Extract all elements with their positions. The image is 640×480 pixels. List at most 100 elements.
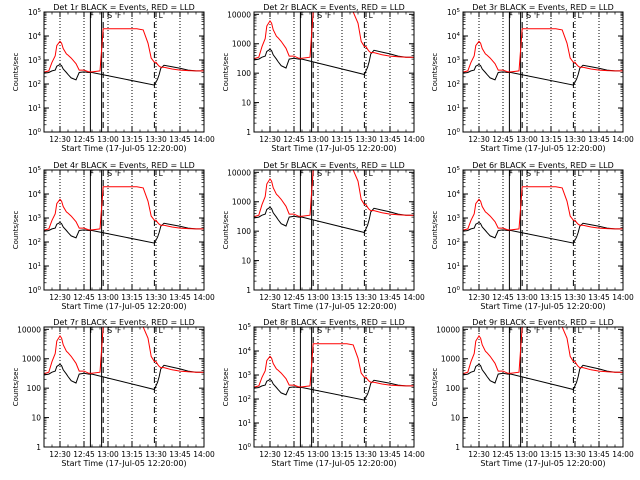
marker-annotation: S xyxy=(526,11,531,20)
y-tick-label: 102 xyxy=(238,395,251,404)
x-tick-label: 12:45 xyxy=(283,293,305,302)
x-tick-label: 12:30 xyxy=(259,135,281,144)
x-axis-label: Start Time (17-Jul-05 12:20:00) xyxy=(61,144,186,153)
x-tick-label: 13:30 xyxy=(145,450,167,459)
marker-annotation: L xyxy=(159,326,164,335)
events-series-line xyxy=(254,378,414,401)
chart-title: Det 8r BLACK = Events, RED = LLD xyxy=(263,318,405,327)
y-tick-label: 1 xyxy=(455,443,460,452)
y-tick-label: 102 xyxy=(447,80,460,89)
y-tick-label: 100 xyxy=(446,384,461,393)
x-tick-label: 13:15 xyxy=(121,135,143,144)
y-tick-label: 10 xyxy=(31,414,41,423)
lld-series-line xyxy=(254,343,414,388)
marker-annotation: L xyxy=(578,11,583,20)
events-series-line xyxy=(44,363,204,391)
chart-title: Det 5r BLACK = Events, RED = LLD xyxy=(263,161,405,170)
y-tick-label: 1 xyxy=(246,128,251,137)
x-tick-label: 13:30 xyxy=(355,135,377,144)
x-tick-label: 12:45 xyxy=(492,293,514,302)
x-tick-label: 14:00 xyxy=(193,135,215,144)
chart-title: Det 4r BLACK = Events, RED = LLD xyxy=(53,161,195,170)
x-tick-label: 13:15 xyxy=(540,293,562,302)
events-series-line xyxy=(44,63,204,86)
x-tick-label: 12:30 xyxy=(468,293,490,302)
y-axis-label: Counts/sec xyxy=(222,211,230,250)
marker-annotation: F xyxy=(90,326,94,335)
marker-annotation: F xyxy=(327,326,331,335)
y-tick-label: 100 xyxy=(28,128,42,137)
y-tick-label: 104 xyxy=(447,32,461,41)
y-axis-label: Counts/sec xyxy=(431,53,439,92)
x-tick-label: 13:00 xyxy=(307,450,329,459)
y-tick-label: 105 xyxy=(447,8,461,17)
marker-annotation: S xyxy=(526,169,531,178)
lld-series-line xyxy=(254,170,414,218)
chart-title: Det 2r BLACK = Events, RED = LLD xyxy=(263,3,405,12)
x-tick-label: 13:45 xyxy=(379,293,401,302)
marker-annotation: S xyxy=(317,11,322,20)
marker-annotation: F xyxy=(327,169,331,178)
y-tick-label: 10 xyxy=(241,257,251,266)
y-tick-label: 100 xyxy=(447,128,461,137)
y-tick-label: 105 xyxy=(28,8,42,17)
y-tick-label: 1000 xyxy=(232,198,251,207)
x-tick-label: 13:30 xyxy=(564,293,586,302)
y-tick-label: 100 xyxy=(237,227,252,236)
x-tick-label: 13:30 xyxy=(355,450,377,459)
x-axis-label: Start Time (17-Jul-05 12:20:00) xyxy=(480,459,605,468)
lld-series-line xyxy=(254,12,414,60)
x-tick-label: 12:30 xyxy=(49,293,71,302)
x-tick-label: 13:45 xyxy=(588,293,610,302)
x-tick-label: 13:45 xyxy=(169,293,191,302)
x-tick-label: 12:45 xyxy=(283,450,305,459)
marker-annotation: F xyxy=(300,169,304,178)
x-tick-label: 13:30 xyxy=(355,293,377,302)
y-axis-label: Counts/sec xyxy=(12,53,20,92)
y-tick-label: 100 xyxy=(447,286,461,295)
lld-series-line xyxy=(463,186,623,231)
x-tick-label: 13:45 xyxy=(169,450,191,459)
marker-annotation: F xyxy=(509,11,513,20)
x-tick-label: 14:00 xyxy=(193,293,215,302)
y-tick-label: 102 xyxy=(447,238,460,247)
marker-annotation: L xyxy=(578,326,583,335)
x-tick-label: 14:00 xyxy=(193,450,215,459)
x-tick-label: 13:00 xyxy=(516,450,538,459)
marker-annotation: F xyxy=(300,11,304,20)
marker-annotation: F xyxy=(536,169,540,178)
x-tick-label: 13:15 xyxy=(540,450,562,459)
marker-annotation: F xyxy=(327,11,331,20)
marker-annotation: L xyxy=(578,169,583,178)
chart-title: Det 7r BLACK = Events, RED = LLD xyxy=(53,318,195,327)
y-axis-label: Counts/sec xyxy=(12,368,20,407)
x-tick-label: 13:15 xyxy=(331,293,353,302)
x-axis-label: Start Time (17-Jul-05 12:20:00) xyxy=(61,459,186,468)
x-tick-label: 13:00 xyxy=(307,293,329,302)
y-tick-label: 10000 xyxy=(227,10,251,19)
marker-annotation: L xyxy=(369,169,374,178)
y-tick-label: 101 xyxy=(447,104,460,113)
x-axis-label: Start Time (17-Jul-05 12:20:00) xyxy=(271,459,396,468)
x-tick-label: 12:45 xyxy=(492,450,514,459)
chart-panel-2: 1 10 100 1000 10000 12:30 12:45 13:00 13:15 13:30… xyxy=(222,3,425,153)
y-tick-label: 105 xyxy=(28,166,42,175)
x-tick-label: 12:30 xyxy=(468,450,490,459)
lld-series-line xyxy=(44,186,204,231)
y-tick-label: 104 xyxy=(28,32,42,41)
y-tick-label: 103 xyxy=(28,214,42,223)
events-series-line xyxy=(254,206,414,234)
x-tick-label: 13:30 xyxy=(145,293,167,302)
x-tick-label: 12:45 xyxy=(73,135,95,144)
marker-annotation: F xyxy=(117,11,121,20)
chart-panel-5: 1 10 100 1000 10000 12:30 12:45 13:00 13:15 13:30… xyxy=(222,161,425,311)
events-series-line xyxy=(463,63,623,86)
chart-title: Det 9r BLACK = Events, RED = LLD xyxy=(472,318,614,327)
events-series-line xyxy=(463,363,623,391)
x-tick-label: 12:45 xyxy=(283,135,305,144)
y-tick-label: 101 xyxy=(28,104,41,113)
marker-annotation: S xyxy=(107,169,112,178)
y-tick-label: 100 xyxy=(238,443,252,452)
